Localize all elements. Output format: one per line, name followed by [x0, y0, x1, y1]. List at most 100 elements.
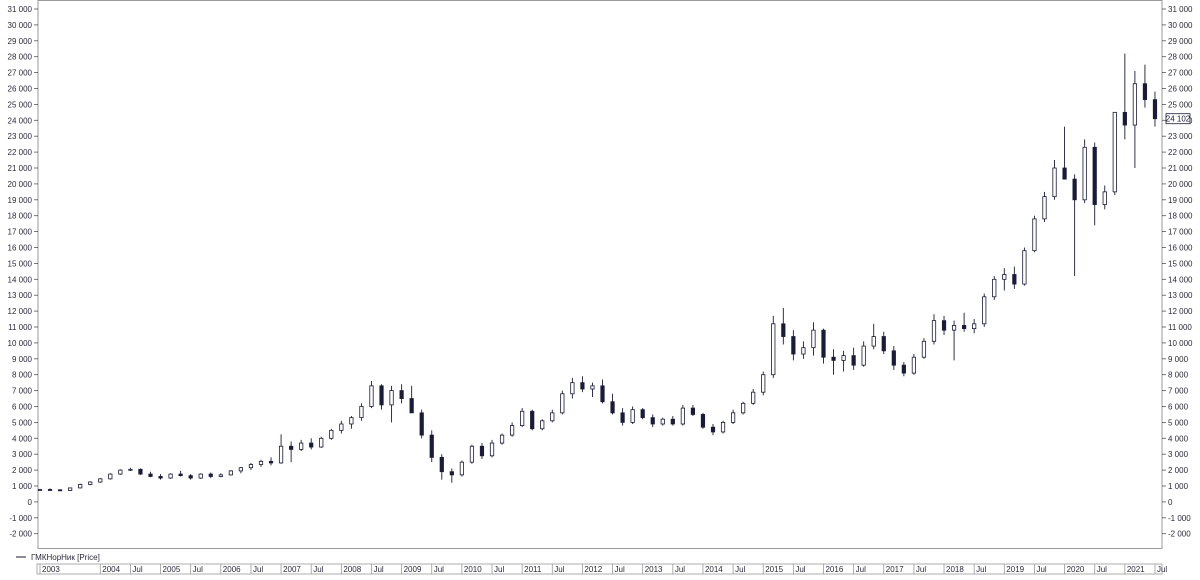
- candle-body-up: [1052, 167, 1057, 198]
- y-tick-label-left: 4 000: [12, 434, 33, 443]
- candle: [228, 470, 233, 476]
- candle-body-down: [268, 460, 274, 464]
- x-tick-label: Jul: [554, 565, 564, 574]
- candle-body-down: [158, 476, 163, 479]
- candle-body-up: [1022, 250, 1027, 285]
- y-tick-label-right: 18 000: [1168, 212, 1193, 221]
- candle: [98, 478, 103, 483]
- x-tick-label: Jul: [735, 565, 745, 574]
- x-tick-label: 2010: [464, 565, 482, 574]
- candle: [188, 474, 193, 480]
- candle: [118, 469, 123, 475]
- candle-body-up: [299, 442, 304, 450]
- y-tick-label-left: 5 000: [12, 418, 33, 427]
- y-tick-label-right: 25 000: [1168, 100, 1193, 109]
- x-tick-label: Jul: [856, 565, 866, 574]
- candle-body-down: [600, 385, 605, 403]
- candle: [419, 409, 424, 439]
- candle: [1012, 266, 1017, 289]
- candle-body-down: [831, 356, 836, 361]
- candle: [831, 349, 836, 375]
- y-tick-label-left: 15 000: [8, 259, 33, 268]
- candle: [309, 438, 314, 450]
- candle-body-down: [178, 473, 183, 477]
- candle-body-up: [359, 406, 364, 419]
- y-tick-label-left: 25 000: [8, 100, 33, 109]
- x-tick-label: 2011: [524, 565, 542, 574]
- candle-body-up: [369, 385, 374, 407]
- legend-label: ГМКНорНик [Price]: [31, 553, 100, 562]
- candle-body-down: [1142, 83, 1148, 101]
- x-tick-label: Jul: [1157, 565, 1167, 574]
- candle: [168, 473, 173, 479]
- x-axis-strip: [36, 563, 1163, 575]
- candle-body-up: [1102, 191, 1107, 205]
- candle: [720, 420, 726, 434]
- candle: [1152, 91, 1158, 127]
- x-tick-label: Jul: [313, 565, 323, 574]
- candle: [238, 466, 243, 474]
- candle: [640, 408, 645, 420]
- x-tick-label: Jul: [253, 565, 263, 574]
- candle-body-up: [278, 445, 284, 464]
- y-tick-label-left: 0: [28, 498, 33, 507]
- candle: [198, 473, 203, 479]
- candle: [389, 385, 394, 423]
- x-tick-label: 2017: [886, 565, 904, 574]
- candle: [208, 472, 213, 479]
- plot-frame: [37, 0, 1163, 549]
- candle-body-down: [429, 434, 434, 458]
- y-tick-label-left: 17 000: [8, 228, 33, 237]
- candle-body-up: [751, 391, 756, 404]
- candle-body-up: [510, 425, 515, 436]
- y-tick-label-right: 26 000: [1168, 85, 1193, 94]
- candle: [369, 381, 374, 409]
- candle-body-up: [570, 382, 575, 395]
- candle: [951, 320, 957, 361]
- candle-body-down: [891, 350, 896, 366]
- candle: [1052, 160, 1057, 200]
- candle: [178, 470, 183, 477]
- candle-body-up: [329, 429, 334, 439]
- x-tick-label: 2019: [1006, 565, 1024, 574]
- candle-body-up: [540, 420, 545, 430]
- candle: [650, 414, 655, 428]
- candle-body-down: [901, 364, 906, 374]
- candle: [1042, 191, 1047, 223]
- candle-body-up: [520, 410, 525, 426]
- candle: [37, 488, 43, 491]
- candle-body-up: [1082, 146, 1087, 201]
- candle-body-up: [37, 489, 43, 491]
- candle: [781, 307, 786, 345]
- candle: [871, 323, 876, 350]
- candle-body-down: [409, 398, 414, 414]
- candle-body-up: [228, 470, 233, 476]
- y-tick-label-left: 12 000: [8, 307, 33, 316]
- y-tick-label-right: 2 000: [1168, 466, 1189, 475]
- x-tick-label: 2020: [1067, 565, 1085, 574]
- y-tick-label-right: 15 000: [1168, 259, 1193, 268]
- y-tick-label-left: 16 000: [8, 244, 33, 253]
- candle: [319, 436, 324, 448]
- x-tick-label: 2003: [42, 565, 60, 574]
- candle-body-down: [791, 336, 796, 355]
- y-tick-label-right: 30 000: [1168, 21, 1193, 30]
- candle: [941, 315, 947, 335]
- candle: [148, 471, 153, 478]
- candle-body-up: [319, 437, 324, 448]
- y-tick-label-left: 30 000: [8, 21, 33, 30]
- candle: [439, 454, 444, 480]
- y-tick-label-right: -2 000: [1168, 530, 1191, 539]
- candle: [78, 483, 83, 489]
- x-tick-label: Jul: [615, 565, 625, 574]
- candle: [1112, 111, 1117, 196]
- x-tick-label: 2016: [825, 565, 843, 574]
- y-tick-label-right: 28 000: [1168, 53, 1193, 62]
- y-tick-label-right: 9 000: [1168, 355, 1189, 364]
- candle-body-down: [57, 489, 63, 492]
- candle-body-down: [962, 325, 967, 329]
- y-tick-label-left: 2 000: [12, 466, 33, 475]
- candle: [479, 443, 485, 459]
- candle: [761, 371, 766, 396]
- candle-body-up: [258, 460, 264, 465]
